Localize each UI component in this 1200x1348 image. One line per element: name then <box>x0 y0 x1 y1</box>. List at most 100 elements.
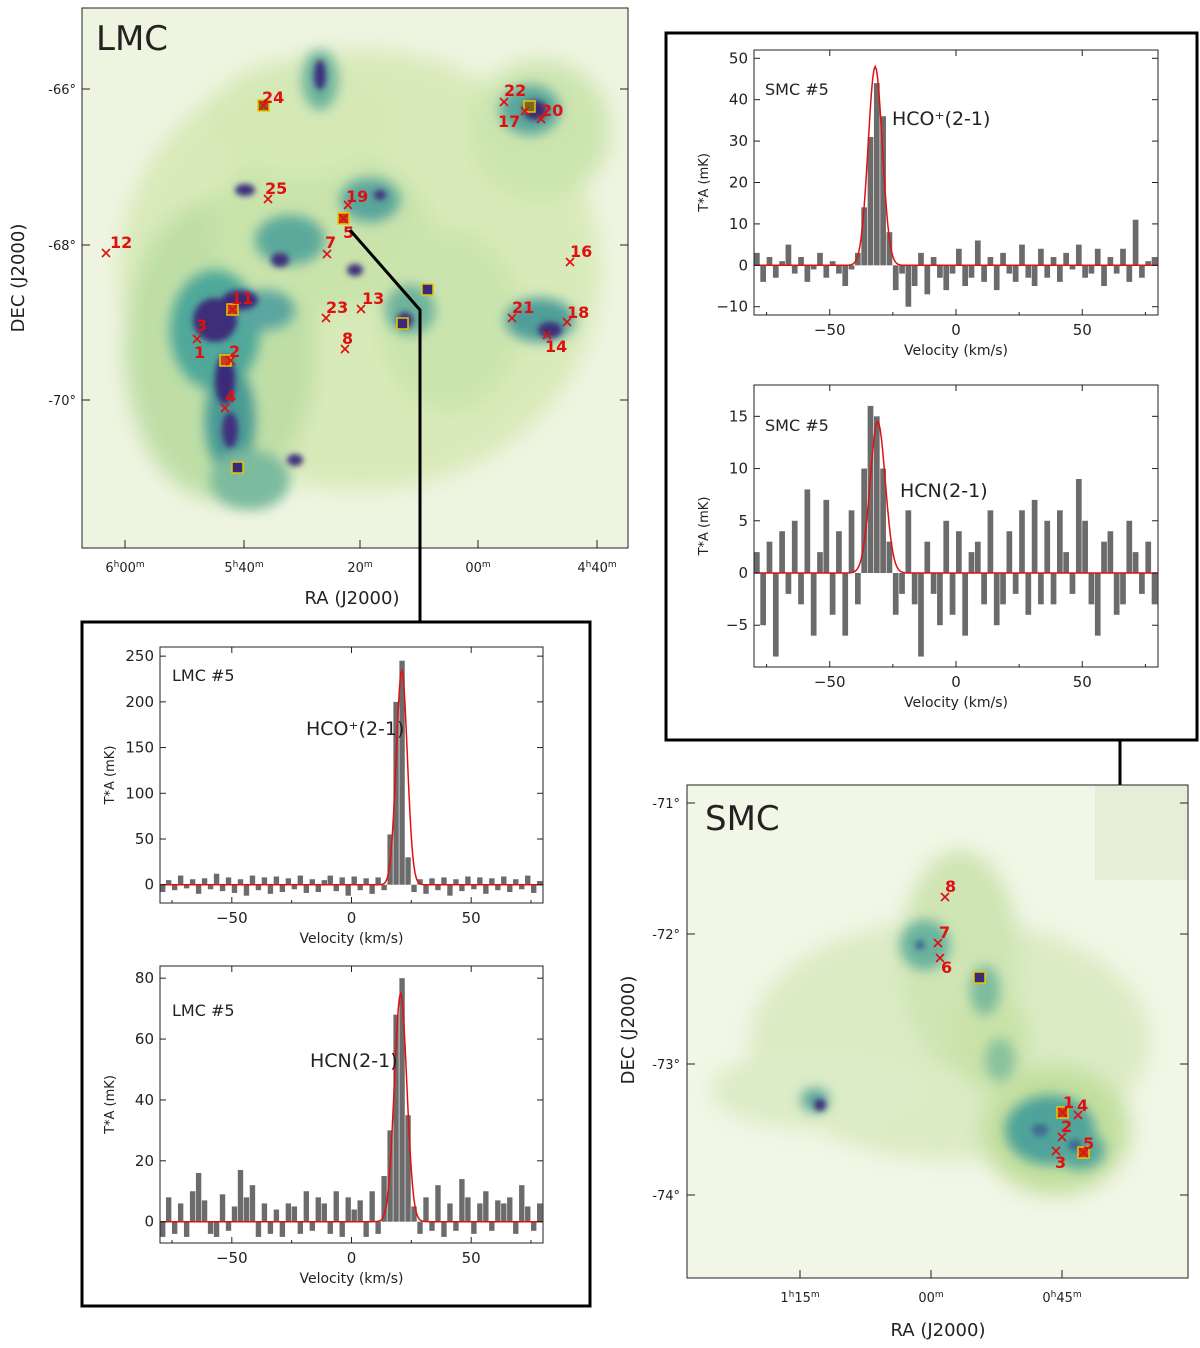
spectrum-bar <box>1006 265 1013 274</box>
spectrum-bar <box>189 1191 196 1222</box>
spectrum-bar <box>321 1203 327 1222</box>
source-label: 23 <box>326 298 348 317</box>
spectrum-bar <box>848 265 855 270</box>
lmc-ra-tick-label: 6h00m <box>105 560 144 576</box>
spectrum-bar <box>537 1203 543 1222</box>
source-marker-icon <box>356 304 366 314</box>
spectrum-bar <box>1126 265 1133 282</box>
source-marker-icon <box>507 313 517 323</box>
spectrum-bar <box>495 884 501 891</box>
spectrum-bar <box>930 573 937 594</box>
y-tick-label: 150 <box>125 739 154 757</box>
spectrum-bar <box>333 1191 339 1222</box>
spectrum-bar <box>911 573 918 605</box>
spectrum-bar <box>772 265 779 278</box>
spectrum-bar <box>918 573 924 657</box>
y-tick-label: 250 <box>125 647 154 665</box>
source-name-label: SMC #5 <box>765 416 829 435</box>
spectrum-bar <box>956 248 962 266</box>
lmc-ra-axis: 6h00m 5h40m 20m 00m 4h40m <box>105 540 617 576</box>
spectrum-bar <box>1088 265 1095 274</box>
spectrum-bar <box>255 1221 262 1237</box>
spectrum-bar <box>327 1221 333 1234</box>
lmc-hcn-spectrum: −50 0 50 0 20 40 60 80 Velocity (km/s) T*A (mK) LM… <box>103 965 544 1287</box>
y-axis-label: T*A (mK) <box>103 746 118 806</box>
spectrum-bar <box>785 244 792 266</box>
spectrum-bar <box>177 1203 184 1222</box>
spectrum-bar <box>1006 531 1013 573</box>
spectrum-bar <box>453 1221 459 1231</box>
spectrum-bar <box>351 876 357 885</box>
spectrum-bar <box>297 875 304 885</box>
x-axis-label: Velocity (km/s) <box>299 1271 403 1287</box>
spectrum-bar <box>993 265 1000 291</box>
spectrum-bar <box>213 1221 220 1237</box>
spectrum-bar <box>411 884 417 893</box>
source-label: 12 <box>110 233 132 252</box>
spectrum-bar <box>303 884 310 893</box>
spectrum-bar <box>477 1203 483 1222</box>
spectrum-bar <box>525 1206 531 1222</box>
spectrum-bar <box>1145 261 1152 266</box>
spectrum-bar <box>1063 252 1070 266</box>
spectrum-bar <box>1107 257 1114 266</box>
smc-y-axis-label: DEC (J2000) <box>618 976 639 1085</box>
spectrum-bar <box>1132 552 1139 573</box>
spectrum-bar <box>351 1209 357 1222</box>
y-axis-label: T*A (mK) <box>103 1075 118 1135</box>
y-tick-label: 30 <box>729 132 748 150</box>
source-label: 6 <box>941 958 952 977</box>
spectrum-bar <box>345 1197 351 1222</box>
spectrum-bar <box>880 468 886 573</box>
spectrum-bar <box>225 877 232 885</box>
spectrum-bar <box>525 875 531 885</box>
spectrum-bar <box>962 265 969 287</box>
y-tick-label: 0 <box>738 256 748 274</box>
spectrum-bars <box>754 83 1158 307</box>
y-tick-label: 100 <box>125 784 154 802</box>
spectrum-bars <box>160 978 543 1237</box>
y-tick-label: 60 <box>135 1030 154 1048</box>
source-name-label: SMC #5 <box>765 80 829 99</box>
spectrum-bar <box>766 541 773 573</box>
smc-ra-axis: 1h15m 00m 0h45m <box>780 1270 1082 1306</box>
spectrum-bar <box>363 1221 369 1237</box>
spectrum-bar <box>393 1014 399 1222</box>
spectrum-bar <box>369 884 375 894</box>
spectrum-bar <box>279 884 286 893</box>
spectrum-bar <box>207 884 214 890</box>
spectrum-bar <box>273 876 280 885</box>
spectrum-bar <box>219 1194 226 1222</box>
spectrum-bar <box>435 884 441 891</box>
spectrum-bar <box>399 978 405 1222</box>
spectrum-bar <box>165 880 172 885</box>
spectrum-bar <box>1101 541 1107 573</box>
spectrum-bar <box>905 510 912 573</box>
spectrum-bar <box>924 265 931 295</box>
source-label: 22 <box>504 81 526 100</box>
observed-box <box>396 317 409 330</box>
y-tick-label: 40 <box>135 1091 154 1109</box>
source-marker-icon <box>101 248 111 258</box>
spectrum-bar <box>477 877 483 885</box>
spectrum-bar <box>1094 573 1101 636</box>
spectrum-bar <box>842 573 849 636</box>
spectrum-bar <box>381 1176 387 1222</box>
molecular-line-label: HCN(2-1) <box>310 1050 398 1072</box>
source-marker-icon <box>520 106 530 116</box>
lmc-dec-tick-label: -70° <box>48 394 76 409</box>
spectrum-bar <box>968 265 975 278</box>
spectrum-bar <box>798 573 804 605</box>
smc-ra-tick-label: 0h45m <box>1042 1290 1081 1306</box>
spectrum-bar <box>297 1221 304 1234</box>
spectrum-bar <box>237 1169 244 1222</box>
spectrum-bar <box>1082 265 1088 278</box>
y-tick-label: −10 <box>716 298 748 316</box>
spectrum-bar <box>949 573 956 615</box>
spectrum-bar <box>873 416 880 573</box>
spectrum-bar <box>465 1197 471 1222</box>
spectrum-bar <box>177 875 184 885</box>
spectrum-bar <box>231 1206 238 1222</box>
spectrum-bar <box>183 884 190 889</box>
spectrum-bar <box>315 884 321 893</box>
